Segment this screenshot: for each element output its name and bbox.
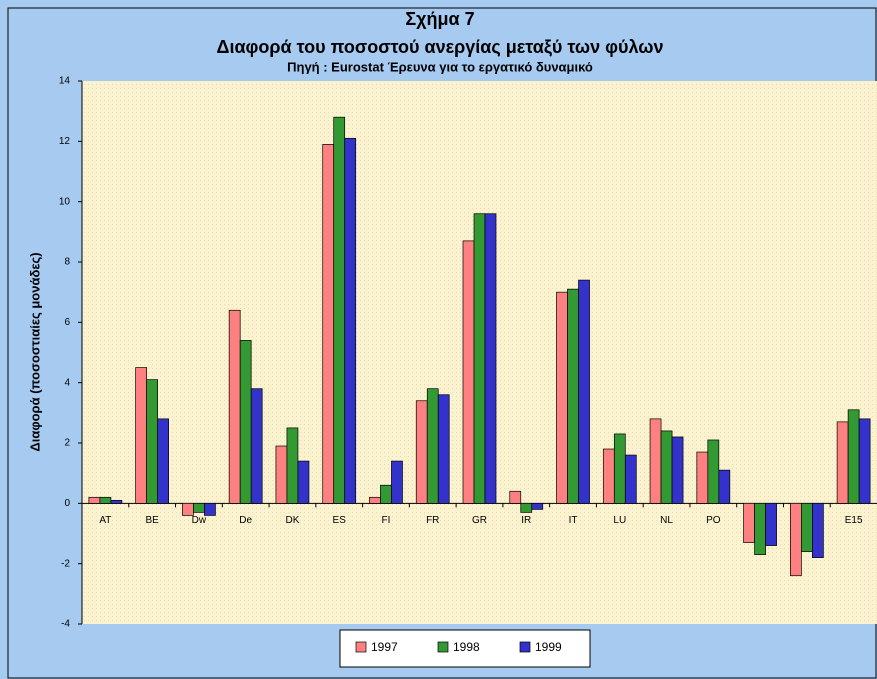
x-tick-label: GR [472, 515, 487, 526]
bar [110, 499, 123, 504]
bar [707, 439, 720, 504]
bar [322, 144, 335, 504]
bar [847, 409, 860, 504]
y-tick-label: -4 [61, 619, 70, 630]
bar [567, 288, 579, 504]
y-tick-label: 8 [64, 257, 70, 268]
x-tick-label: E15 [845, 515, 863, 526]
legend [339, 629, 591, 668]
bar [473, 213, 486, 504]
x-tick-label: LU [613, 515, 626, 526]
bar [415, 400, 428, 504]
bar [182, 502, 194, 516]
bar [602, 448, 615, 504]
bar [297, 460, 310, 504]
bar [146, 379, 158, 504]
bar [812, 502, 824, 558]
bar [660, 430, 673, 504]
y-tick-label: 6 [64, 317, 70, 328]
y-tick-label: 0 [64, 498, 70, 509]
bar [531, 502, 544, 510]
x-tick-label: Dw [192, 515, 207, 526]
x-tick-label: AT [99, 515, 111, 526]
y-tick-label: 2 [64, 438, 70, 449]
bar [556, 291, 568, 504]
y-axis-label: Διαφορά (ποσοστιαίες μονάδες) [27, 252, 42, 451]
legend-swatch [519, 641, 531, 653]
bar [193, 502, 205, 513]
legend-label: 1997 [371, 640, 398, 654]
bar [484, 213, 497, 504]
bar [157, 418, 169, 504]
bar [858, 418, 871, 504]
x-tick-label: BE [145, 515, 159, 526]
bar [613, 433, 626, 504]
chart-title: Σχήμα 7 [405, 9, 474, 29]
bar [790, 502, 802, 577]
x-tick-label: PO [706, 515, 721, 526]
bar [250, 388, 263, 504]
bar [696, 451, 709, 504]
chart-subtitle: Διαφορά του ποσοστού ανεργίας μεταξύ των… [217, 37, 664, 58]
bar [344, 137, 357, 504]
bar [718, 469, 731, 504]
y-tick-label: 12 [59, 136, 71, 147]
bar [743, 502, 755, 543]
bar [649, 418, 662, 504]
bar [578, 279, 590, 504]
bar [391, 460, 403, 504]
legend-swatch [437, 641, 449, 653]
x-tick-label: DK [285, 515, 299, 526]
bar [836, 421, 849, 504]
bar [369, 496, 381, 504]
bar [671, 436, 684, 504]
x-tick-label: De [239, 515, 252, 526]
y-tick-label: 14 [59, 76, 71, 87]
bar [754, 502, 766, 555]
x-tick-label: ES [333, 515, 347, 526]
y-tick-label: -2 [61, 558, 70, 569]
chart-source: Πηγή : Eurostat Έρευνα για το εργατικό δ… [287, 59, 593, 74]
bar [204, 502, 216, 516]
bar [437, 394, 450, 504]
bar [380, 484, 392, 504]
bar [275, 445, 288, 504]
bar [333, 116, 346, 504]
bar [520, 502, 533, 513]
bar [426, 388, 439, 504]
bar [239, 340, 252, 504]
x-tick-label: NL [660, 515, 673, 526]
legend-label: 1998 [453, 640, 480, 654]
bar [88, 496, 101, 504]
x-tick-label: IR [521, 515, 531, 526]
bar [462, 240, 475, 504]
legend-label: 1999 [535, 640, 562, 654]
bar [624, 454, 637, 504]
x-tick-label: FI [382, 515, 391, 526]
bar [135, 367, 147, 504]
x-tick-label: IT [569, 515, 578, 526]
bar [99, 496, 112, 504]
bar [228, 309, 241, 504]
bar [801, 502, 813, 552]
bar [286, 427, 299, 504]
y-tick-label: 4 [64, 377, 70, 388]
legend-swatch [355, 641, 367, 653]
x-tick-label: FR [426, 515, 439, 526]
y-tick-label: 10 [59, 196, 71, 207]
bar [509, 490, 522, 504]
bar [765, 502, 777, 546]
